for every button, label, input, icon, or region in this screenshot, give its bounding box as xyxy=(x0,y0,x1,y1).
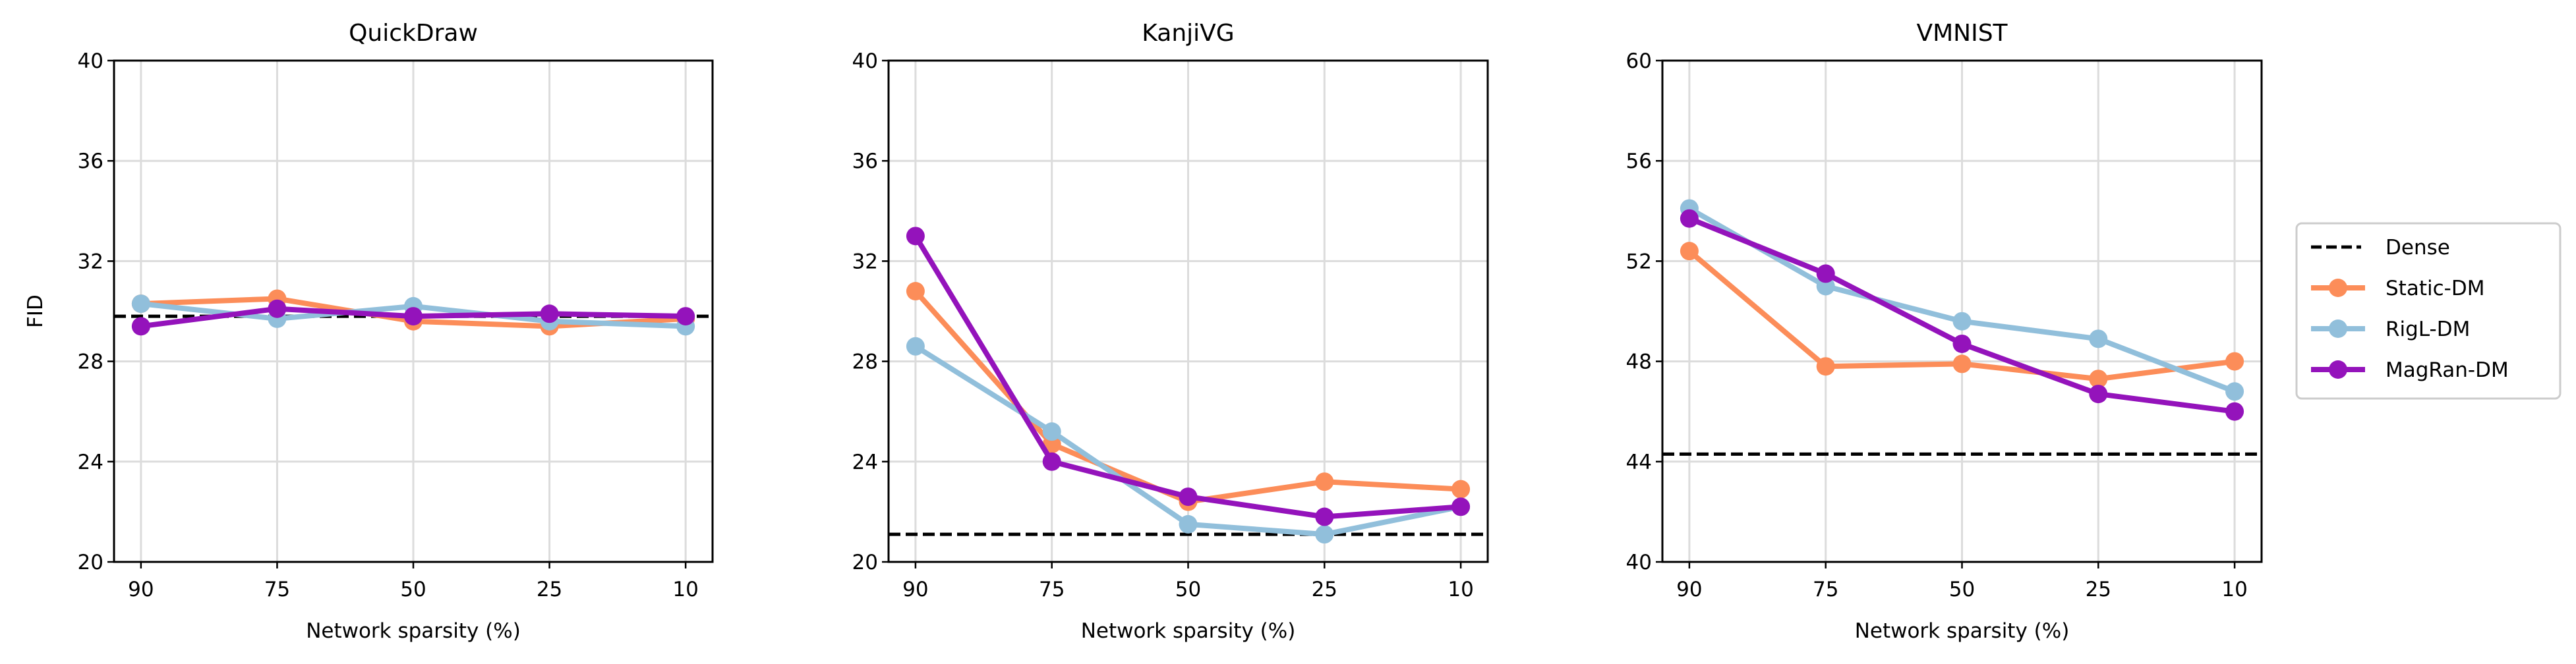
y-tick-label: 52 xyxy=(1626,250,1652,273)
y-tick-label: 36 xyxy=(852,150,878,173)
data-point-magran-dm xyxy=(268,299,287,318)
data-point-magran-dm xyxy=(1816,264,1835,283)
y-tick-label: 28 xyxy=(852,350,878,374)
panel-vmnist: 40 44 48 52 56 60 90 75 50 25 10 VMNIST Network spar… xyxy=(1626,20,2263,643)
data-point-rigl-dm xyxy=(1952,312,1972,331)
y-tick-label: 40 xyxy=(78,49,103,73)
legend-marker-rigl-dm xyxy=(2329,319,2347,338)
x-tick-label: 75 xyxy=(264,578,290,601)
data-point-rigl-dm xyxy=(2089,329,2108,348)
data-point-rigl-dm xyxy=(1315,525,1334,544)
axes-frame xyxy=(1661,59,2263,563)
panel-kanjivg: 20 24 28 32 36 40 90 75 50 25 10 KanjiVG Network spa… xyxy=(852,20,1489,643)
axes-frame xyxy=(887,59,1489,563)
y-tick-label: 36 xyxy=(78,150,103,173)
legend-label: Dense xyxy=(2386,236,2450,260)
x-axis-label: Network sparsity (%) xyxy=(1081,619,1296,643)
data-point-rigl-dm xyxy=(2225,382,2244,401)
data-point-magran-dm xyxy=(2225,402,2244,421)
data-point-static-dm xyxy=(1680,242,1699,261)
data-point-static-dm xyxy=(2225,352,2244,371)
y-tick-label: 60 xyxy=(1626,49,1652,73)
data-point-magran-dm xyxy=(1042,452,1061,471)
data-point-rigl-dm xyxy=(1042,422,1061,441)
x-tick-label: 50 xyxy=(1949,578,1975,601)
panel-title: VMNIST xyxy=(1916,20,2008,47)
data-point-static-dm xyxy=(906,282,925,301)
data-point-static-dm xyxy=(1952,354,1972,374)
panel-title: KanjiVG xyxy=(1142,20,1234,47)
data-point-magran-dm xyxy=(1179,487,1198,507)
data-point-static-dm xyxy=(1315,472,1334,491)
x-tick-label: 90 xyxy=(128,578,154,601)
x-tick-label: 10 xyxy=(2221,578,2247,601)
y-tick-label: 48 xyxy=(1626,350,1652,374)
data-point-static-dm xyxy=(1816,357,1835,376)
y-tick-label: 44 xyxy=(1626,451,1652,474)
data-point-magran-dm xyxy=(906,227,925,246)
x-tick-label: 25 xyxy=(537,578,562,601)
legend-marker-magran-dm xyxy=(2329,360,2347,379)
data-point-magran-dm xyxy=(404,307,423,326)
data-point-rigl-dm xyxy=(906,337,925,356)
x-tick-label: 90 xyxy=(902,578,928,601)
x-tick-label: 50 xyxy=(1175,578,1201,601)
panel-title: QuickDraw xyxy=(349,20,478,47)
data-point-magran-dm xyxy=(676,307,695,326)
x-tick-label: 50 xyxy=(400,578,426,601)
y-tick-label: 40 xyxy=(1626,551,1652,574)
y-tick-label: 20 xyxy=(852,551,878,574)
panel-quickdraw: 20 24 28 32 36 40 90 75 50 25 10 QuickDraw Network s… xyxy=(24,20,714,643)
x-tick-label: 75 xyxy=(1039,578,1065,601)
legend-marker-static-dm xyxy=(2329,279,2347,297)
y-tick-label: 32 xyxy=(852,250,878,273)
x-tick-label: 10 xyxy=(1448,578,1473,601)
x-tick-label: 90 xyxy=(1676,578,1702,601)
data-point-magran-dm xyxy=(2089,385,2108,404)
data-point-magran-dm xyxy=(1952,334,1972,353)
legend-label: Static-DM xyxy=(2386,277,2484,300)
data-point-magran-dm xyxy=(540,304,559,323)
data-point-rigl-dm xyxy=(131,294,150,314)
y-axis-label: FID xyxy=(24,294,47,328)
y-tick-label: 20 xyxy=(78,551,103,574)
x-axis-label: Network sparsity (%) xyxy=(306,619,521,643)
legend-box xyxy=(2295,222,2561,400)
x-tick-label: 75 xyxy=(1813,578,1838,601)
y-tick-label: 24 xyxy=(78,451,103,474)
y-tick-label: 32 xyxy=(78,250,103,273)
data-point-static-dm xyxy=(1451,480,1471,499)
data-point-magran-dm xyxy=(1315,507,1334,526)
axes-frame xyxy=(113,59,714,563)
data-point-magran-dm xyxy=(131,317,150,336)
x-tick-label: 25 xyxy=(1312,578,1337,601)
y-tick-label: 56 xyxy=(1626,150,1652,173)
data-point-rigl-dm xyxy=(1179,514,1198,534)
y-tick-label: 24 xyxy=(852,451,878,474)
data-point-static-dm xyxy=(2089,370,2108,389)
data-point-magran-dm xyxy=(1451,497,1471,516)
y-tick-label: 28 xyxy=(78,350,103,374)
x-axis-label: Network sparsity (%) xyxy=(1855,619,2070,643)
data-point-magran-dm xyxy=(1680,209,1699,228)
legend: Dense Static-DM RigL-DM MagRan-DM xyxy=(2295,222,2561,400)
x-tick-label: 10 xyxy=(672,578,698,601)
legend-label: MagRan-DM xyxy=(2386,358,2509,382)
x-tick-label: 25 xyxy=(2086,578,2111,601)
legend-label: RigL-DM xyxy=(2386,318,2470,341)
y-tick-label: 40 xyxy=(852,49,878,73)
